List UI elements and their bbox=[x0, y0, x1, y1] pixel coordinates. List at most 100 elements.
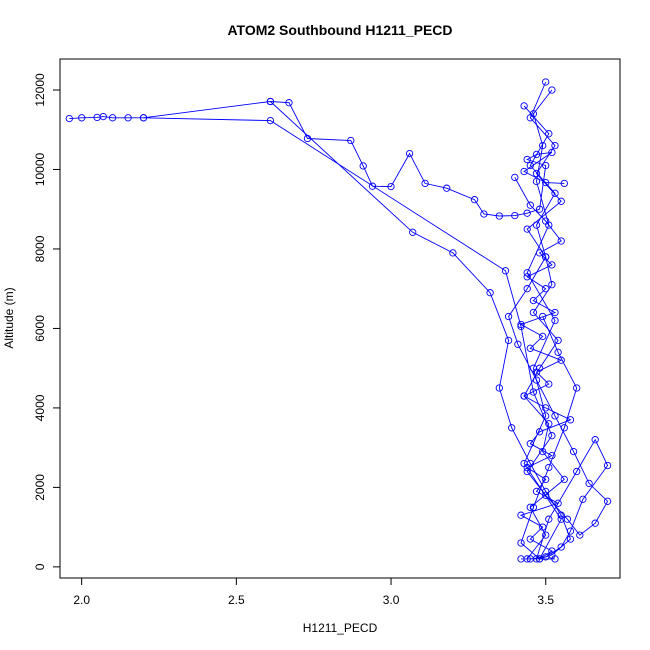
data-point bbox=[266, 97, 275, 106]
data-point bbox=[573, 384, 581, 392]
data-point bbox=[526, 161, 534, 170]
x-tick-label: 3.0 bbox=[383, 593, 400, 607]
y-tick-label: 8000 bbox=[33, 235, 47, 262]
data-point bbox=[523, 273, 531, 281]
x-tick-label: 3.5 bbox=[537, 593, 554, 607]
series-line bbox=[521, 81, 609, 560]
data-point bbox=[551, 316, 559, 325]
data-point bbox=[529, 503, 538, 511]
data-point bbox=[573, 467, 581, 476]
data-point bbox=[557, 237, 565, 245]
data-point bbox=[78, 114, 86, 122]
data-point bbox=[495, 212, 503, 220]
data-point bbox=[569, 447, 578, 456]
data-point bbox=[517, 539, 525, 547]
data-point bbox=[591, 519, 599, 527]
data-point bbox=[560, 424, 568, 432]
data-point bbox=[560, 179, 568, 188]
data-point bbox=[65, 114, 73, 123]
data-point bbox=[517, 555, 525, 563]
y-tick-label: 4000 bbox=[33, 394, 47, 421]
data-point bbox=[542, 531, 550, 539]
data-point bbox=[557, 543, 565, 551]
data-point bbox=[421, 179, 429, 188]
data-point bbox=[548, 551, 556, 559]
data-point bbox=[551, 308, 559, 317]
data-point bbox=[523, 225, 531, 233]
data-point bbox=[504, 336, 513, 345]
data-point bbox=[542, 78, 550, 86]
data-point bbox=[523, 269, 531, 277]
data-point bbox=[548, 281, 556, 289]
data-point bbox=[523, 209, 531, 217]
data-point bbox=[523, 285, 531, 293]
data-point bbox=[563, 515, 572, 523]
data-point bbox=[108, 114, 117, 122]
data-point bbox=[501, 267, 510, 275]
data-point bbox=[405, 149, 414, 158]
x-tick-label: 2.5 bbox=[228, 593, 245, 607]
plot-area bbox=[65, 78, 612, 563]
data-point bbox=[526, 201, 534, 209]
data-point bbox=[545, 515, 553, 523]
data-point bbox=[603, 497, 612, 505]
data-point bbox=[495, 384, 503, 392]
data-point bbox=[545, 221, 553, 229]
data-point bbox=[535, 428, 544, 436]
data-point bbox=[542, 253, 550, 261]
x-axis: 2.0 2.5 3.0 3.5 bbox=[73, 578, 554, 607]
data-point bbox=[504, 312, 513, 321]
data-point bbox=[539, 332, 547, 341]
data-point bbox=[566, 535, 575, 543]
data-point bbox=[532, 376, 541, 384]
data-point bbox=[520, 392, 528, 400]
data-point bbox=[579, 495, 587, 503]
data-point bbox=[511, 173, 519, 182]
data-point bbox=[542, 487, 550, 496]
data-point bbox=[545, 380, 553, 388]
data-series bbox=[266, 97, 581, 563]
data-point bbox=[526, 440, 534, 448]
data-point bbox=[557, 511, 565, 519]
data-point bbox=[576, 531, 584, 539]
data-point bbox=[548, 148, 556, 157]
data-point bbox=[542, 404, 550, 412]
data-point bbox=[520, 167, 528, 176]
data-point bbox=[548, 86, 556, 94]
data-point bbox=[517, 511, 525, 519]
data-point bbox=[523, 467, 531, 476]
data-point bbox=[548, 432, 556, 440]
data-point bbox=[517, 322, 525, 331]
data-point bbox=[545, 130, 553, 138]
chart-title: ATOM2 Southbound H1211_PECD bbox=[227, 22, 452, 38]
series-line bbox=[514, 89, 572, 560]
data-point bbox=[545, 463, 553, 472]
y-tick-label: 0 bbox=[33, 563, 47, 570]
data-point bbox=[554, 499, 562, 507]
data-point bbox=[520, 102, 528, 110]
data-point bbox=[551, 189, 559, 197]
data-point bbox=[545, 420, 553, 428]
data-point bbox=[124, 114, 132, 122]
data-point bbox=[539, 141, 547, 150]
data-point bbox=[529, 388, 538, 396]
data-point bbox=[542, 412, 550, 420]
y-axis: 0 2000 4000 6000 8000 10000 12000 bbox=[33, 73, 60, 570]
data-point bbox=[523, 155, 531, 164]
data-point bbox=[443, 184, 451, 192]
data-point bbox=[542, 161, 550, 170]
data-point bbox=[139, 114, 148, 122]
data-point bbox=[529, 296, 538, 305]
data-point bbox=[551, 141, 559, 150]
data-point bbox=[532, 150, 541, 159]
data-point bbox=[526, 114, 534, 122]
data-point bbox=[514, 340, 522, 348]
data-point bbox=[409, 228, 417, 236]
data-point bbox=[529, 308, 538, 317]
data-point bbox=[266, 116, 275, 125]
data-point bbox=[548, 261, 556, 269]
y-tick-label: 2000 bbox=[33, 474, 47, 501]
data-point bbox=[603, 461, 612, 470]
data-point bbox=[511, 211, 519, 220]
